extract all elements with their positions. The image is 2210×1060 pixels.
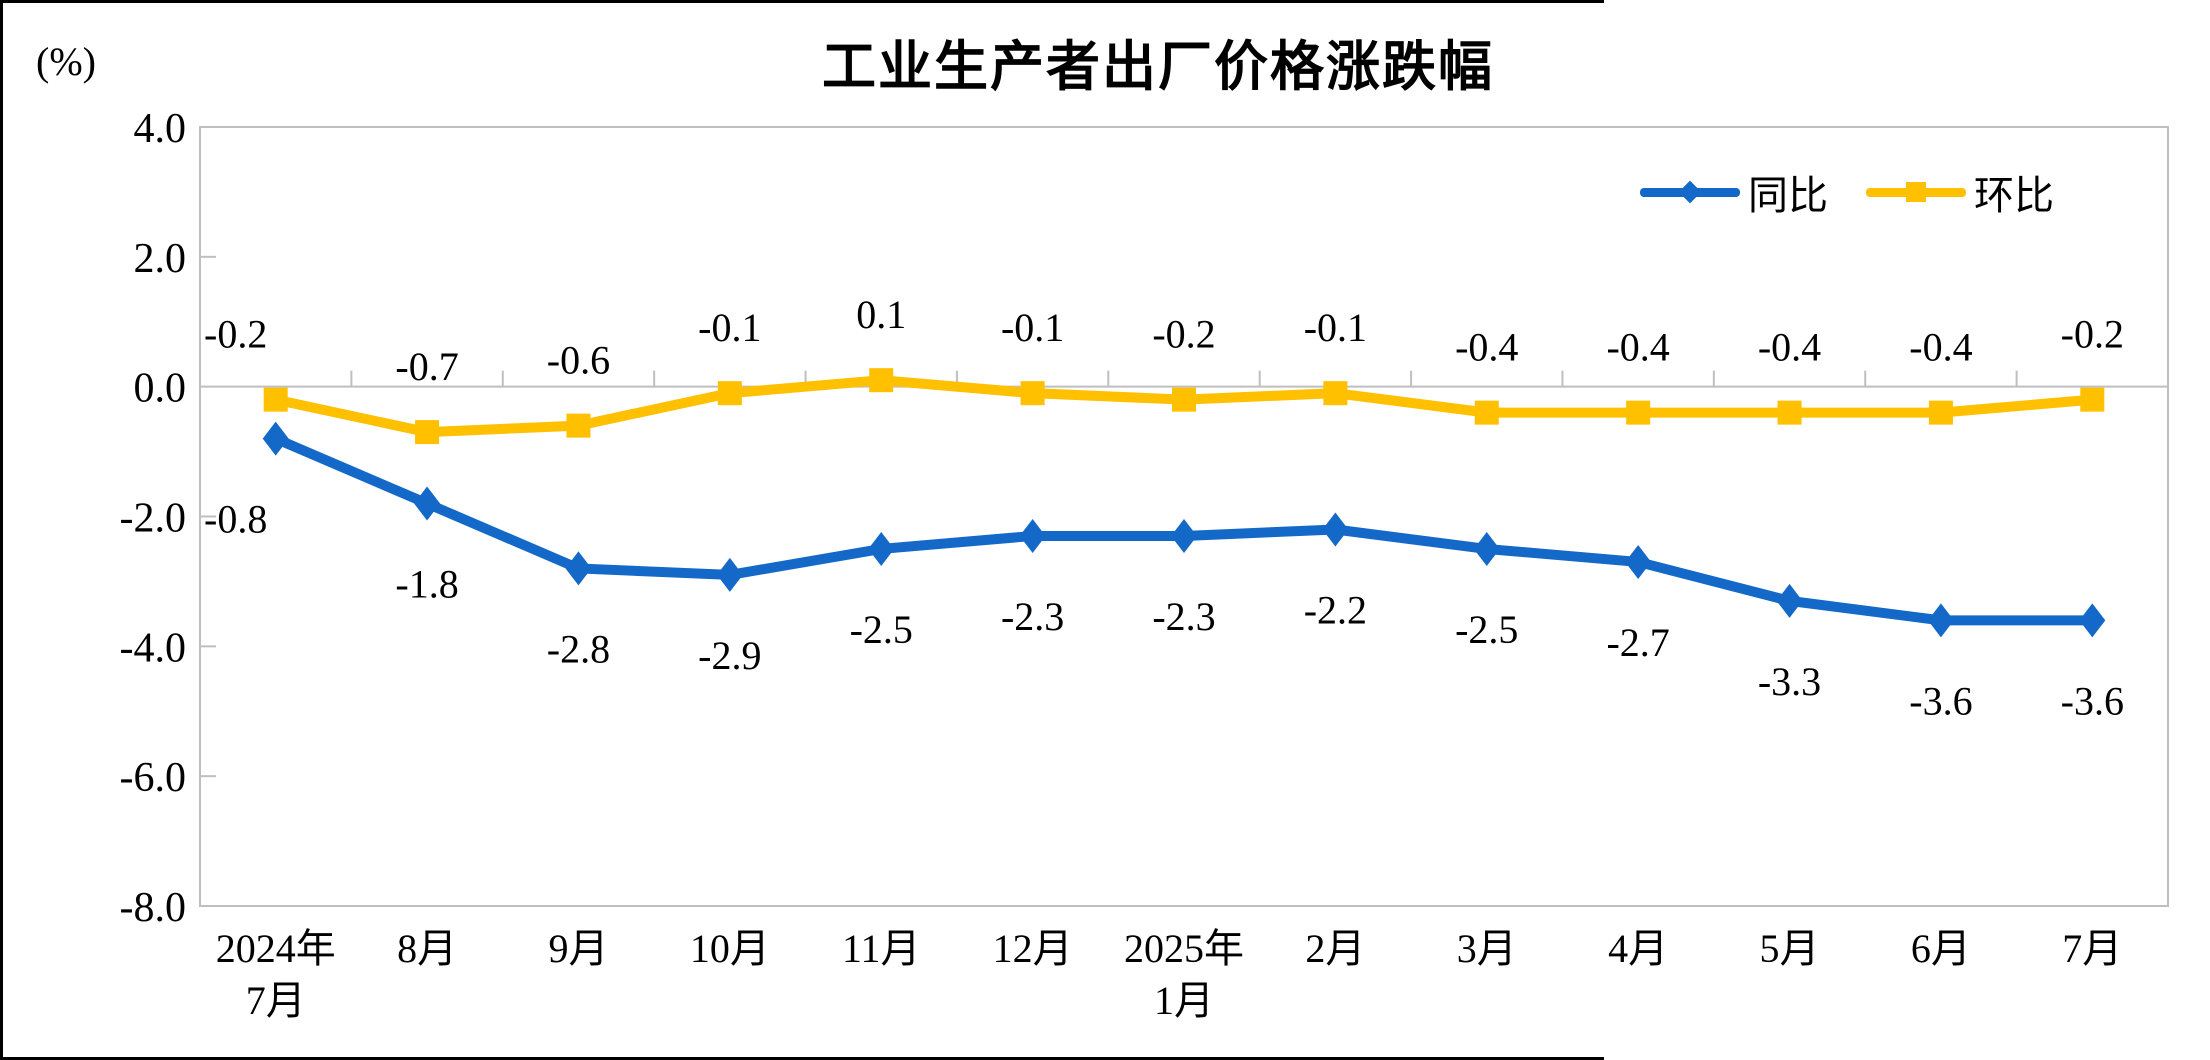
data-label: -3.6 (2061, 678, 2124, 723)
x-axis-tick-label: 6月 (1911, 926, 1971, 971)
y-axis-tick-label: 2.0 (134, 236, 187, 282)
x-axis-tick-label: 2024年 (216, 926, 336, 971)
yoy-point-marker (1625, 544, 1652, 579)
mom-point-marker (1020, 381, 1045, 406)
x-axis-tick-label: 4月 (1608, 926, 1668, 971)
yoy-legend-line-icon (1640, 180, 1740, 203)
data-label: -3.3 (1758, 659, 1821, 704)
mom-point-marker (1323, 381, 1348, 406)
yoy-point-marker (1171, 518, 1197, 553)
y-axis-unit-label: (%) (36, 39, 96, 84)
data-label: -2.2 (1304, 587, 1367, 632)
x-axis-tick-label: 8月 (397, 926, 457, 971)
data-label: -1.8 (395, 562, 458, 607)
yoy-point-marker (1322, 512, 1349, 547)
mom-point-marker (1626, 400, 1651, 425)
mom-point-marker (2080, 387, 2105, 412)
square-marker-icon (1906, 181, 1926, 202)
data-label: -0.4 (1758, 325, 1821, 370)
x-axis-tick-label: 10月 (690, 926, 770, 971)
legend-item-yoy: 同比 (1640, 163, 1828, 221)
data-label: -0.2 (204, 312, 267, 357)
yoy-point-marker (414, 486, 441, 521)
data-label: -0.4 (1455, 325, 1518, 370)
y-axis-tick-label: -6.0 (120, 755, 187, 801)
mom-point-marker (717, 381, 742, 406)
y-axis-tick-label: -8.0 (120, 885, 187, 931)
data-label: -0.8 (204, 497, 267, 542)
yoy-point-marker (262, 421, 289, 456)
data-label: -2.3 (1152, 594, 1215, 639)
x-axis-tick-label: 3月 (1457, 926, 1517, 971)
mom-point-marker (1172, 387, 1196, 412)
x-axis-tick-label: 11月 (842, 926, 921, 971)
y-axis-tick-label: -4.0 (120, 625, 187, 671)
mom-point-marker (1777, 400, 1802, 425)
yoy-point-marker (868, 531, 895, 566)
mom-point-marker (869, 368, 894, 393)
mom-point-marker (566, 413, 591, 438)
y-axis-tick-label: -2.0 (120, 496, 187, 542)
yoy-point-marker (1473, 531, 1500, 566)
legend-label-yoy: 同比 (1748, 174, 1828, 218)
legend-label-mom: 环比 (1974, 174, 2054, 218)
mom-legend-line-icon (1866, 181, 1966, 202)
legend-item-mom: 环比 (1866, 163, 2054, 221)
x-axis-tick-label: 2月 (1305, 926, 1365, 971)
x-axis-tick-label: 7月 (2062, 926, 2122, 971)
window-edge-top (0, 0, 1604, 3)
data-label: -0.4 (1606, 325, 1669, 370)
data-label: -0.2 (2061, 312, 2124, 357)
chart-legend: 同比 环比 (1640, 163, 2054, 221)
data-label: -3.6 (1909, 678, 1972, 723)
data-label: -0.1 (1304, 305, 1367, 350)
mom-point-marker (1928, 400, 1953, 425)
yoy-point-marker (716, 557, 743, 592)
data-label: 0.1 (856, 292, 906, 337)
diamond-marker-icon (1678, 180, 1702, 203)
y-axis-tick-label: 4.0 (134, 106, 187, 152)
data-label: -2.5 (850, 607, 913, 652)
mom-point-marker (415, 420, 440, 445)
yoy-point-marker (1776, 583, 1803, 618)
x-axis-tick-label: 12月 (993, 926, 1073, 971)
yoy-point-marker (565, 551, 592, 586)
window-edge-bottom (0, 1057, 1604, 1060)
yoy-point-marker (2079, 603, 2106, 638)
y-axis-tick-label: 0.0 (134, 366, 187, 412)
x-axis-tick-label: 1月 (1154, 978, 1214, 1023)
data-label: -2.3 (1001, 594, 1064, 639)
chart-title: 工业生产者出厂价格涨跌幅 (822, 37, 1494, 97)
yoy-point-marker (1927, 603, 1954, 638)
x-axis-tick-label: 7月 (246, 978, 306, 1023)
data-label: -0.6 (547, 338, 610, 383)
data-label: -0.7 (395, 344, 458, 389)
mom-point-marker (1474, 400, 1499, 425)
data-label: -0.1 (698, 305, 761, 350)
mom-point-marker (263, 387, 288, 412)
x-axis-tick-label: 5月 (1760, 926, 1820, 971)
data-label: -0.4 (1909, 325, 1972, 370)
data-label: -0.2 (1152, 312, 1215, 357)
yoy-point-marker (1019, 518, 1046, 553)
data-label: -2.9 (698, 633, 761, 678)
plot-border (199, 126, 2169, 907)
data-label: -2.7 (1606, 620, 1669, 665)
data-label: -2.8 (547, 626, 610, 671)
data-label: -2.5 (1455, 607, 1518, 652)
x-axis-tick-label: 2025年 (1124, 926, 1244, 971)
window-edge-left (0, 0, 3, 1060)
x-axis-tick-label: 9月 (548, 926, 608, 971)
data-label: -0.1 (1001, 305, 1064, 350)
